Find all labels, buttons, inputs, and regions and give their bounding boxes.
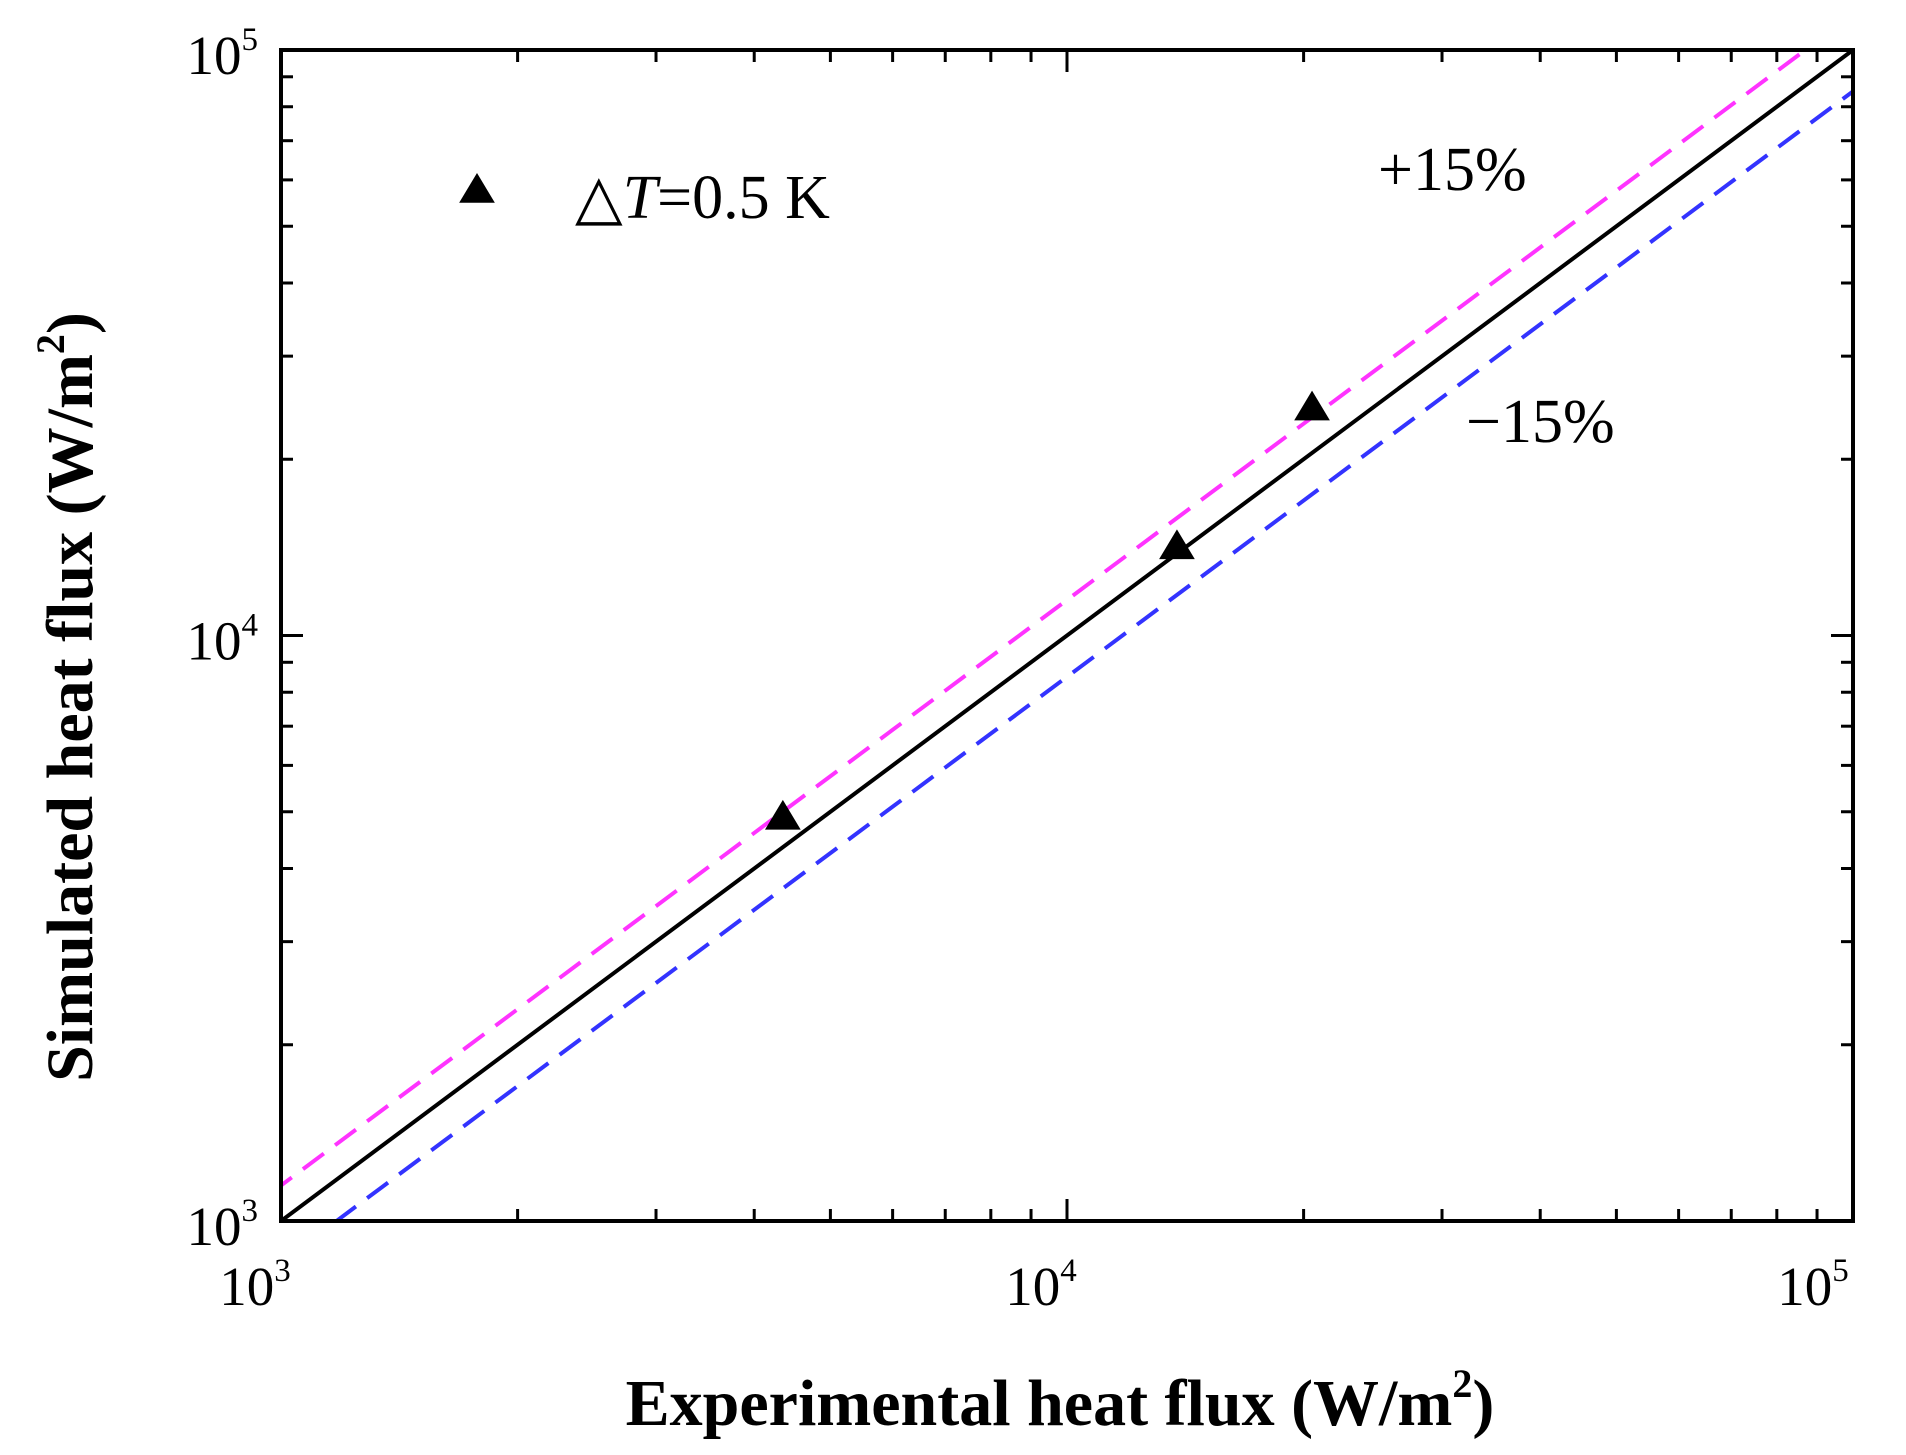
y-tick-labels: 103 104 105: [187, 22, 259, 1257]
reference-line-1: [281, 50, 1809, 1188]
reference-line-2: [333, 88, 1853, 1221]
plus-15-annotation: +15%: [1378, 136, 1527, 204]
data-point: [1159, 529, 1195, 560]
legend: △T=0.5 K: [459, 164, 830, 232]
data-point: [765, 799, 801, 830]
y-tick-label: 105: [187, 22, 259, 86]
x-tick-label: 104: [1005, 1253, 1077, 1317]
reference-lines: [281, 50, 1853, 1221]
y-tick-label: 103: [187, 1193, 259, 1257]
x-axis-title: Experimental heat flux (W/m2): [626, 1361, 1495, 1440]
y-tick-label: 104: [187, 608, 259, 672]
x-tick-label: 103: [219, 1253, 291, 1317]
y-axis-title: Simulated heat flux (W/m2): [28, 312, 107, 1082]
legend-triangle-marker: [459, 173, 495, 203]
x-tick-label: 105: [1777, 1253, 1849, 1317]
reference-line-0: [281, 50, 1853, 1221]
data-point: [1294, 390, 1330, 421]
minus-15-annotation: −15%: [1466, 388, 1615, 456]
x-tick-labels: 103 104 105: [219, 1253, 1849, 1317]
legend-label: △T=0.5 K: [575, 164, 830, 232]
data-points: [765, 390, 1330, 830]
plot-frame: [279, 48, 1855, 1223]
